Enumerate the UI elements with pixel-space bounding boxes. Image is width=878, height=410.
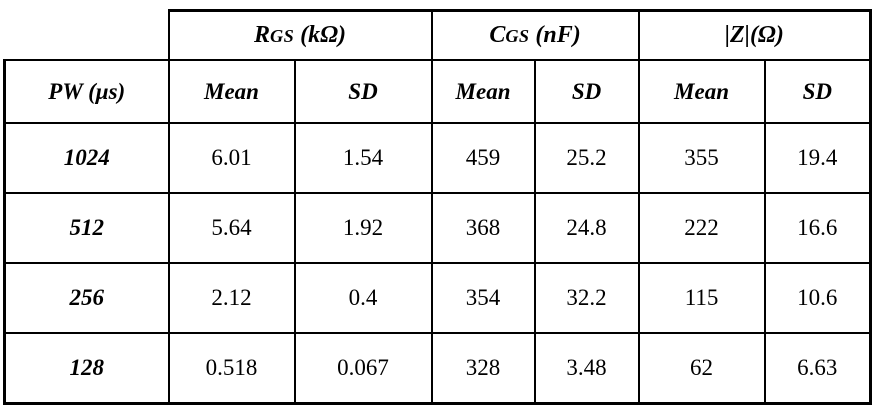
data-cell: 1.92 <box>293 192 433 264</box>
data-cell: 5.64 <box>167 192 296 264</box>
data-cell: 25.2 <box>533 122 640 194</box>
data-cell: 328 <box>430 332 536 405</box>
data-cell: 6.01 <box>167 122 296 194</box>
column-header-impedance-mean: Mean <box>637 59 766 124</box>
corner-blank-cell <box>4 10 169 60</box>
rgs-subscript: GS <box>270 26 295 46</box>
column-header-pw: PW (μs) <box>3 59 170 124</box>
cgs-symbol: C <box>489 22 506 48</box>
data-cell: 6.63 <box>763 332 873 405</box>
group-header-row: RGS (kΩ) CGS (nF) |Z|(Ω) <box>4 9 873 61</box>
impedance-symbol: |Z| <box>724 22 750 48</box>
data-cell: 0.518 <box>167 332 296 405</box>
data-cell: 459 <box>430 122 536 194</box>
data-cell: 368 <box>430 192 536 264</box>
column-header-rgs-sd: SD <box>293 59 433 124</box>
row-label-256: 256 <box>3 262 170 334</box>
column-header-cgs-mean: Mean <box>430 59 536 124</box>
data-cell: 10.6 <box>763 262 873 334</box>
cgs-unit: (nF) <box>529 22 581 48</box>
data-cell: 222 <box>637 192 766 264</box>
group-header-cgs: CGS (nF) <box>430 9 640 61</box>
data-cell: 3.48 <box>533 332 640 405</box>
cgs-subscript: GS <box>505 26 530 46</box>
column-header-rgs-mean: Mean <box>167 59 296 124</box>
group-header-impedance: |Z|(Ω) <box>637 9 873 61</box>
data-cell: 0.067 <box>293 332 433 405</box>
column-header-impedance-sd: SD <box>763 59 873 124</box>
data-cell: 115 <box>637 262 766 334</box>
data-cell: 0.4 <box>293 262 433 334</box>
data-cell: 355 <box>637 122 766 194</box>
table-row: 256 2.12 0.4 354 32.2 115 10.6 <box>3 262 873 334</box>
rgs-symbol: R <box>254 22 271 48</box>
row-label-128: 128 <box>3 332 170 405</box>
table-row: 1024 6.01 1.54 459 25.2 355 19.4 <box>3 122 873 194</box>
data-cell: 1.54 <box>293 122 433 194</box>
group-header-rgs: RGS (kΩ) <box>167 9 433 61</box>
measurement-results-table: RGS (kΩ) CGS (nF) |Z|(Ω) PW (μs) Mean SD… <box>3 9 873 405</box>
sub-header-row: PW (μs) Mean SD Mean SD Mean SD <box>3 59 873 124</box>
impedance-unit: (Ω) <box>749 22 784 48</box>
data-cell: 62 <box>637 332 766 405</box>
data-cell: 24.8 <box>533 192 640 264</box>
table-row: 128 0.518 0.067 328 3.48 62 6.63 <box>3 332 873 405</box>
data-cell: 19.4 <box>763 122 873 194</box>
rgs-unit: (kΩ) <box>294 22 346 48</box>
row-label-1024: 1024 <box>3 122 170 194</box>
data-cell: 354 <box>430 262 536 334</box>
data-cell: 16.6 <box>763 192 873 264</box>
table-row: 512 5.64 1.92 368 24.8 222 16.6 <box>3 192 873 264</box>
row-label-512: 512 <box>3 192 170 264</box>
data-cell: 32.2 <box>533 262 640 334</box>
data-cell: 2.12 <box>167 262 296 334</box>
column-header-cgs-sd: SD <box>533 59 640 124</box>
